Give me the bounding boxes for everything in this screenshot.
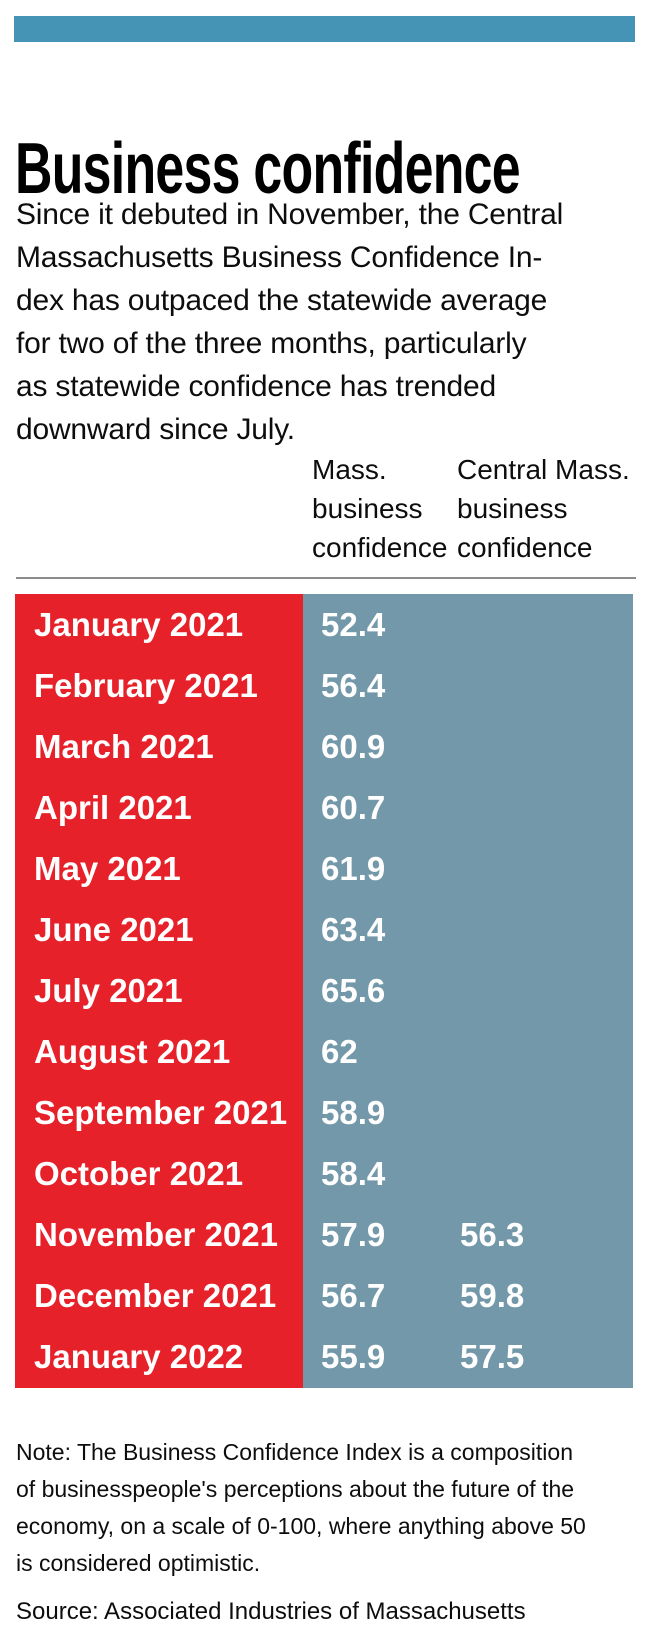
table-row: July 2021 65.6 <box>15 960 633 1022</box>
mass-value: 63.4 <box>321 910 386 948</box>
confidence-table: January 2021 52.4 February 2021 56.4 March 2… <box>15 594 633 1389</box>
central-mass-value: 56.3 <box>460 1216 525 1254</box>
values-cell: 61.9 <box>303 838 633 900</box>
values-cell: 60.9 <box>303 716 633 778</box>
mass-value: 57.9 <box>321 1216 386 1254</box>
mass-value: 56.4 <box>321 666 386 704</box>
month-cell: February 2021 <box>15 655 303 717</box>
table-row: June 2021 63.4 <box>15 899 633 961</box>
central-mass-value: 57.5 <box>460 1338 525 1376</box>
values-cell: 58.9 <box>303 1082 633 1144</box>
month-cell: April 2021 <box>15 777 303 839</box>
month-cell: January 2022 <box>15 1326 303 1389</box>
month-cell: June 2021 <box>15 899 303 961</box>
mass-value: 61.9 <box>321 849 386 887</box>
values-cell: 63.4 <box>303 899 633 961</box>
month-cell: October 2021 <box>15 1143 303 1205</box>
footnote: Note: The Business Confidence Index is a… <box>16 1439 586 1576</box>
month-cell: January 2021 <box>15 594 303 656</box>
mass-value: 62 <box>321 1033 358 1071</box>
mass-value: 60.9 <box>321 727 386 765</box>
table-row: May 2021 61.9 <box>15 838 633 900</box>
column-header-central-mass: Central Mass. business confidence <box>457 454 630 563</box>
table-row: August 2021 62 <box>15 1021 633 1083</box>
values-cell: 52.4 <box>303 594 633 656</box>
values-cell: 65.6 <box>303 960 633 1022</box>
values-cell: 56.7 59.8 <box>303 1265 633 1327</box>
month-cell: December 2021 <box>15 1265 303 1327</box>
central-mass-value: 59.8 <box>460 1277 525 1315</box>
accent-top-bar <box>14 16 635 42</box>
mass-value: 58.4 <box>321 1155 386 1193</box>
values-cell: 60.7 <box>303 777 633 839</box>
values-cell: 57.9 56.3 <box>303 1204 633 1266</box>
source-line: Source: Associated Industries of Massach… <box>16 1598 526 1625</box>
mass-value: 52.4 <box>321 605 386 643</box>
mass-value: 58.9 <box>321 1094 386 1132</box>
table-row: November 2021 57.9 56.3 <box>15 1204 633 1266</box>
column-header-mass: Mass. business confidence <box>312 454 448 563</box>
month-cell: November 2021 <box>15 1204 303 1266</box>
month-cell: May 2021 <box>15 838 303 900</box>
values-cell: 62 <box>303 1021 633 1083</box>
table-row: February 2021 56.4 <box>15 655 633 717</box>
values-cell: 58.4 <box>303 1143 633 1205</box>
mass-value: 65.6 <box>321 972 386 1009</box>
table-row: January 2021 52.4 <box>15 594 633 656</box>
table-row: March 2021 60.9 <box>15 716 633 778</box>
month-cell: September 2021 <box>15 1082 303 1144</box>
table-row: September 2021 58.9 <box>15 1082 633 1144</box>
month-cell: August 2021 <box>15 1021 303 1083</box>
values-cell: 56.4 <box>303 655 633 717</box>
values-cell: 55.9 57.5 <box>303 1326 633 1389</box>
mass-value: 56.7 <box>321 1277 386 1315</box>
table-row: October 2021 58.4 <box>15 1143 633 1205</box>
table-row: April 2021 60.7 <box>15 777 633 839</box>
page-title: Business confidence <box>15 129 521 210</box>
mass-value: 55.9 <box>321 1338 386 1376</box>
table-row: January 2022 55.9 57.5 <box>15 1326 633 1389</box>
table-row: December 2021 56.7 59.8 <box>15 1265 633 1327</box>
month-cell: July 2021 <box>15 960 303 1022</box>
mass-value: 60.7 <box>321 788 386 826</box>
month-cell: March 2021 <box>15 716 303 778</box>
header-divider-rule <box>16 577 636 579</box>
intro-paragraph: Since it debuted in November, the Centra… <box>16 198 564 446</box>
